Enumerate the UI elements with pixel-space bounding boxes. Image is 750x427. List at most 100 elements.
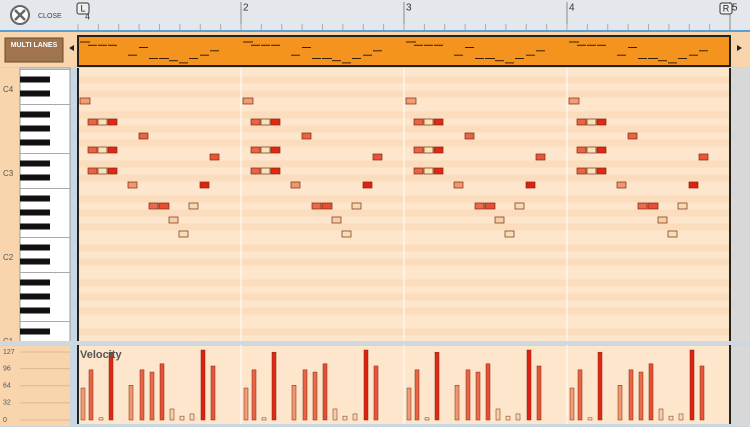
note	[423, 118, 434, 126]
note	[260, 167, 271, 175]
velocity-tick-label: 96	[3, 365, 11, 372]
multi-lanes-wrap: MULTI LANES	[10, 42, 58, 49]
octave-label-strip	[0, 68, 20, 343]
velocity-bar	[699, 365, 705, 421]
note	[270, 167, 281, 175]
ruler-bar-label: 2	[243, 3, 249, 14]
note	[637, 202, 648, 210]
velocity-bar	[475, 371, 481, 421]
velocity-tick-label: 0	[3, 417, 7, 424]
note	[97, 146, 108, 154]
note	[331, 216, 342, 224]
note	[250, 118, 261, 126]
note	[260, 146, 271, 154]
note	[158, 202, 170, 210]
note	[433, 146, 444, 154]
velocity-bar	[322, 363, 328, 421]
note	[148, 202, 159, 210]
black-key	[20, 125, 50, 132]
lane-divider	[0, 341, 750, 345]
note	[698, 153, 709, 161]
right-locator-label: R	[723, 3, 730, 13]
note	[484, 202, 496, 210]
velocity-bar	[332, 408, 338, 421]
note	[178, 230, 189, 238]
velocity-bar	[139, 369, 145, 421]
black-key	[20, 244, 50, 251]
black-key	[20, 209, 50, 216]
velocity-bar	[414, 369, 420, 421]
multi-lanes-button[interactable]	[4, 37, 64, 63]
note	[657, 216, 668, 224]
note	[616, 181, 627, 189]
note	[405, 97, 417, 105]
note	[586, 146, 597, 154]
multi-lanes-label[interactable]: MULTI LANES	[10, 42, 58, 49]
velocity-bar	[373, 365, 379, 421]
note	[270, 146, 281, 154]
black-key	[20, 195, 50, 202]
velocity-bar	[526, 349, 532, 421]
right-locator	[719, 2, 733, 15]
velocity-tick-label: 32	[3, 400, 11, 407]
note	[87, 146, 98, 154]
note	[647, 202, 659, 210]
velocity-bar	[577, 369, 583, 421]
note	[242, 97, 254, 105]
note	[433, 167, 444, 175]
velocity-bar	[189, 413, 195, 421]
note	[568, 97, 580, 105]
black-key	[20, 307, 50, 314]
close-label[interactable]: CLOSE	[38, 13, 62, 20]
note	[362, 181, 373, 189]
note	[596, 118, 607, 126]
note	[667, 230, 678, 238]
velocity-bar	[251, 369, 257, 421]
keyboard[interactable]	[19, 67, 71, 344]
scrollbar[interactable]	[730, 68, 750, 343]
left-locator	[76, 2, 90, 15]
velocity-tick-label: 127	[3, 349, 15, 356]
note	[413, 146, 424, 154]
velocity-bar	[485, 363, 491, 421]
velocity-bar	[108, 351, 114, 421]
note	[270, 118, 281, 126]
note	[688, 181, 699, 189]
note	[79, 97, 91, 105]
black-key	[20, 90, 50, 97]
close-button[interactable]	[10, 5, 30, 25]
note	[250, 146, 261, 154]
note	[107, 167, 118, 175]
left-locator-label: L	[80, 3, 85, 13]
black-key	[20, 293, 50, 300]
velocity-bar	[291, 385, 297, 421]
note	[321, 202, 333, 210]
note	[576, 167, 587, 175]
note	[413, 167, 424, 175]
velocity-bar	[495, 408, 501, 421]
note	[627, 132, 638, 140]
note	[504, 230, 515, 238]
velocity-bar	[352, 413, 358, 421]
note	[423, 146, 434, 154]
note	[87, 118, 98, 126]
velocity-bar	[505, 415, 511, 421]
velocity-bar	[515, 413, 521, 421]
velocity-bar	[312, 371, 318, 421]
note	[351, 202, 362, 210]
note	[97, 118, 108, 126]
ruler-bar-label: 4	[569, 3, 575, 14]
octave-label: C3	[3, 169, 14, 178]
velocity-bar	[342, 415, 348, 421]
velocity-bar	[434, 351, 440, 421]
velocity-bar	[597, 351, 603, 421]
ruler-start-label: 4	[85, 11, 90, 21]
velocity-bar	[159, 363, 165, 421]
velocity-bar	[128, 385, 134, 421]
note	[586, 167, 597, 175]
note	[311, 202, 322, 210]
note	[494, 216, 505, 224]
note	[413, 118, 424, 126]
velocity-bar	[271, 351, 277, 421]
